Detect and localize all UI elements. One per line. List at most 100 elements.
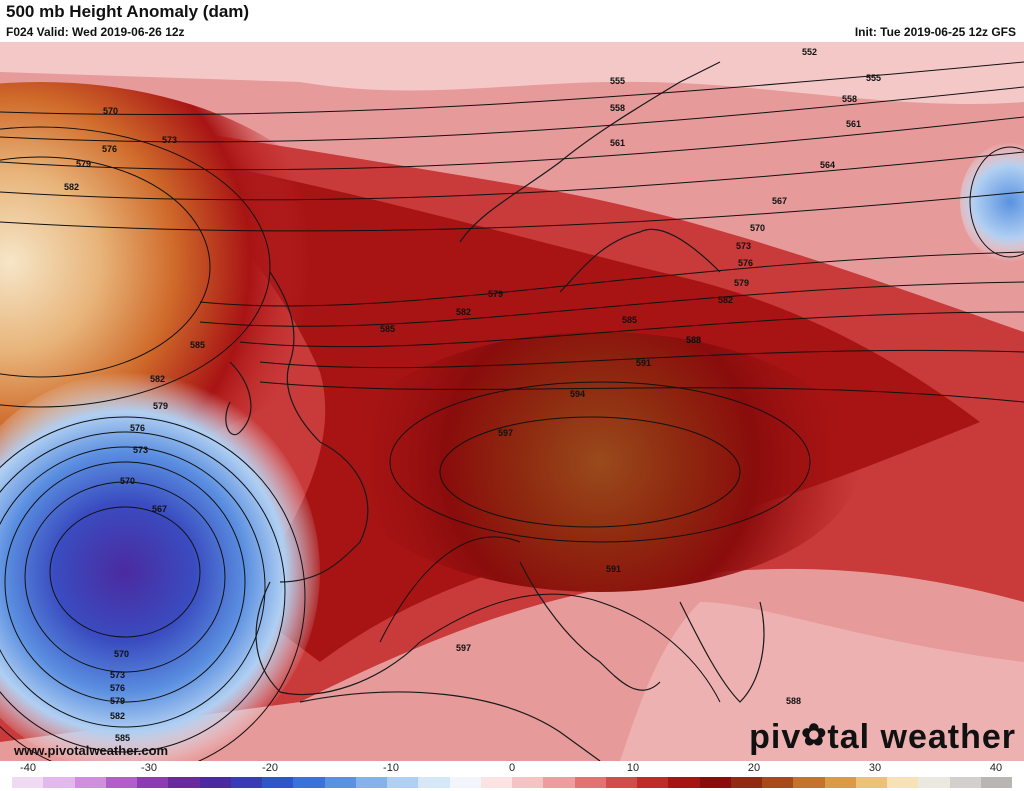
- colorbar-swatch: [855, 777, 887, 788]
- colorbar-swatch: [168, 777, 200, 788]
- contour-line: [0, 61, 1024, 116]
- colorbar-swatch: [230, 777, 262, 788]
- contour-line: [439, 416, 741, 528]
- colorbar-swatch: [480, 777, 512, 788]
- contour-line: [0, 86, 1024, 143]
- height-contours: [0, 61, 1024, 761]
- colorbar-swatch: [324, 777, 356, 788]
- contour-label: 576: [102, 144, 117, 154]
- colorbar-tick-label: -40: [20, 762, 36, 774]
- website-credit: www.pivotalweather.com: [14, 743, 169, 758]
- colorbar-tick-label: 40: [989, 762, 1003, 774]
- colorbar-swatch: [43, 777, 75, 788]
- contour-line: [969, 146, 1024, 258]
- pivotal-weather-logo: piv✿tal weather: [749, 718, 1016, 757]
- contour-label: 552: [802, 47, 817, 57]
- colorbar-tick-label: 0: [508, 762, 516, 774]
- contour-line: [389, 381, 811, 543]
- contour-label: 582: [456, 307, 471, 317]
- contour-label: 564: [820, 160, 835, 170]
- colorbar-swatch: [387, 777, 419, 788]
- contour-label: 579: [734, 278, 749, 288]
- colorbar-swatch: [449, 777, 481, 788]
- norway-coast: [459, 61, 721, 243]
- colorbar-swatch: [887, 777, 919, 788]
- contour-label: 582: [150, 374, 165, 384]
- colorbar-swatch: [762, 777, 794, 788]
- contour-label: 594: [570, 389, 585, 399]
- southeast-weaker-anomaly: [620, 602, 1024, 761]
- colorbar-tick-label: -30: [141, 762, 157, 774]
- contour-label: 582: [718, 295, 733, 305]
- contour-label: 570: [750, 223, 765, 233]
- contour-line: [0, 126, 271, 408]
- britain-coast: [269, 271, 321, 443]
- contour-label: 579: [110, 696, 125, 706]
- contour-label: 570: [120, 476, 135, 486]
- colorbar: -40 -30 -20 -10 0 10 20 30 40: [0, 761, 1024, 791]
- atlantic-ridge-fill: [0, 82, 360, 462]
- contour-line: [0, 116, 1024, 171]
- map-header: 500 mb Height Anomaly (dam) F024 Valid: …: [0, 0, 1024, 42]
- contour-line: [419, 593, 721, 703]
- contour-label: 579: [488, 289, 503, 299]
- contour-line: [239, 311, 1024, 348]
- coastlines: [225, 61, 765, 761]
- init-time-label: Init: Tue 2019-06-25 12z GFS: [854, 25, 1016, 39]
- contour-line: [0, 151, 1024, 201]
- colorbar-swatch: [980, 777, 1012, 788]
- colorbar-swatch: [293, 777, 325, 788]
- anomaly-map: 552 555 558 561 564 567 570 573 576 579 …: [0, 42, 1024, 761]
- contour-label: 585: [622, 315, 637, 325]
- colorbar-swatch: [605, 777, 637, 788]
- colorbar-swatch: [949, 777, 981, 788]
- contour-label: 576: [738, 258, 753, 268]
- colorbar-swatch: [355, 777, 387, 788]
- sweden-coast: [559, 228, 721, 293]
- contour-labels: 552 555 558 561 564 567 570 573 576 579 …: [64, 47, 881, 743]
- contour-line: [49, 506, 201, 638]
- contour-line: [0, 416, 306, 761]
- contour-label: 555: [866, 73, 881, 83]
- contour-label: 588: [786, 696, 801, 706]
- contour-label: 597: [498, 428, 513, 438]
- contour-label: 573: [736, 241, 751, 251]
- contour-label: 582: [64, 182, 79, 192]
- contour-label: 555: [610, 76, 625, 86]
- gear-icon: ✿: [801, 719, 828, 752]
- contour-line: [259, 349, 1024, 369]
- colorbar-tick-label: -10: [383, 762, 399, 774]
- brand-text-left: piv: [749, 718, 802, 756]
- colorbar-tick-label: 10: [626, 762, 640, 774]
- contour-label: 561: [610, 138, 625, 148]
- contour-label: 585: [380, 324, 395, 334]
- contour-line: [24, 481, 226, 673]
- colorbar-swatch: [512, 777, 544, 788]
- colorbar-swatch: [137, 777, 169, 788]
- contour-label: 582: [110, 711, 125, 721]
- contour-label: 591: [636, 358, 651, 368]
- colorbar-swatch: [418, 777, 450, 788]
- contour-label: 558: [842, 94, 857, 104]
- colorbar-swatch: [730, 777, 762, 788]
- contour-line: [379, 536, 521, 643]
- colorbar-tick-label: 30: [868, 762, 882, 774]
- contour-label: 558: [610, 103, 625, 113]
- contour-label: 567: [772, 196, 787, 206]
- valid-time-label: F024 Valid: Wed 2019-06-26 12z: [6, 25, 185, 39]
- contour-line: [0, 156, 211, 378]
- france-coast: [279, 441, 369, 583]
- contour-label: 597: [456, 643, 471, 653]
- colorbar-swatch: [699, 777, 731, 788]
- ireland-coast: [225, 361, 252, 436]
- iberia-coast: [255, 581, 421, 696]
- colorbar-swatch: [543, 777, 575, 788]
- contour-line: [0, 446, 266, 728]
- contour-label: 588: [686, 335, 701, 345]
- contour-label: 585: [115, 733, 130, 743]
- contour-label: 576: [130, 423, 145, 433]
- contour-line: [199, 251, 1024, 307]
- colorbar-swatch: [793, 777, 825, 788]
- colorbar-swatch: [199, 777, 231, 788]
- contour-label: 570: [114, 649, 129, 659]
